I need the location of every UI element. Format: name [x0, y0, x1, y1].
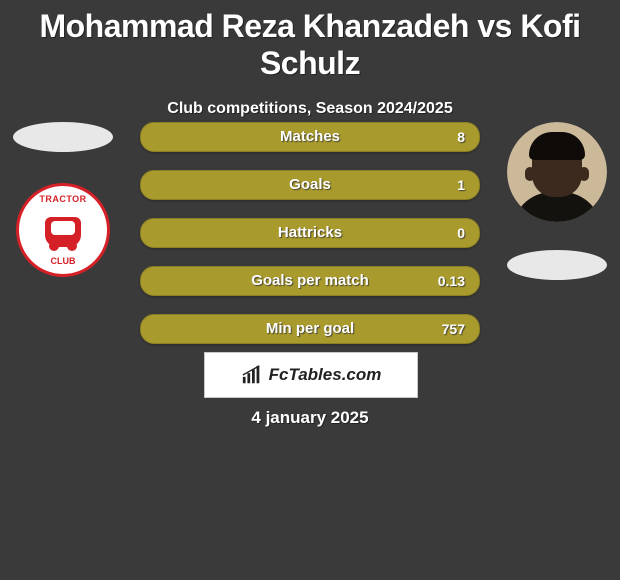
- stat-label: Hattricks: [141, 219, 479, 247]
- stat-bar-goals: Goals 1: [140, 170, 480, 200]
- club-logo-text-top: TRACTOR: [28, 194, 98, 204]
- left-player-column: TRACTOR CLUB: [8, 122, 118, 280]
- stat-right-value: 0.13: [438, 267, 465, 295]
- person-avatar-icon: [507, 122, 607, 222]
- stat-bar-matches: Matches 8: [140, 122, 480, 152]
- branding-label: FcTables.com: [269, 365, 382, 385]
- tractor-club-logo: TRACTOR CLUB: [16, 183, 110, 277]
- tractor-icon: [45, 217, 81, 247]
- stat-right-value: 8: [457, 123, 465, 151]
- stat-right-value: 757: [442, 315, 465, 343]
- page-subtitle: Club competitions, Season 2024/2025: [0, 100, 620, 118]
- stats-bars: Matches 8 Goals 1 Hattricks 0 Goals per …: [140, 122, 480, 362]
- stat-bar-hattricks: Hattricks 0: [140, 218, 480, 248]
- right-player-avatar-slot: [507, 122, 607, 222]
- stat-label: Goals per match: [141, 267, 479, 295]
- left-player-avatar-placeholder: [13, 122, 113, 152]
- left-club-badge-slot: TRACTOR CLUB: [13, 180, 113, 280]
- date-label: 4 january 2025: [0, 408, 620, 428]
- comparison-infographic: Mohammad Reza Khanzadeh vs Kofi Schulz C…: [0, 0, 620, 580]
- right-player-avatar: [507, 122, 607, 222]
- bar-chart-icon: [241, 364, 263, 386]
- right-club-badge-slot: [507, 250, 607, 280]
- right-club-badge-placeholder: [507, 250, 607, 280]
- stat-label: Min per goal: [141, 315, 479, 343]
- left-club-badge: TRACTOR CLUB: [13, 180, 113, 280]
- stat-bar-min-per-goal: Min per goal 757: [140, 314, 480, 344]
- page-title: Mohammad Reza Khanzadeh vs Kofi Schulz: [0, 0, 620, 82]
- club-logo-text-bottom: CLUB: [28, 256, 98, 266]
- stat-label: Matches: [141, 123, 479, 151]
- stat-label: Goals: [141, 171, 479, 199]
- stat-bar-goals-per-match: Goals per match 0.13: [140, 266, 480, 296]
- fctables-branding: FcTables.com: [204, 352, 418, 398]
- stat-right-value: 0: [457, 219, 465, 247]
- stat-right-value: 1: [457, 171, 465, 199]
- right-player-column: [502, 122, 612, 280]
